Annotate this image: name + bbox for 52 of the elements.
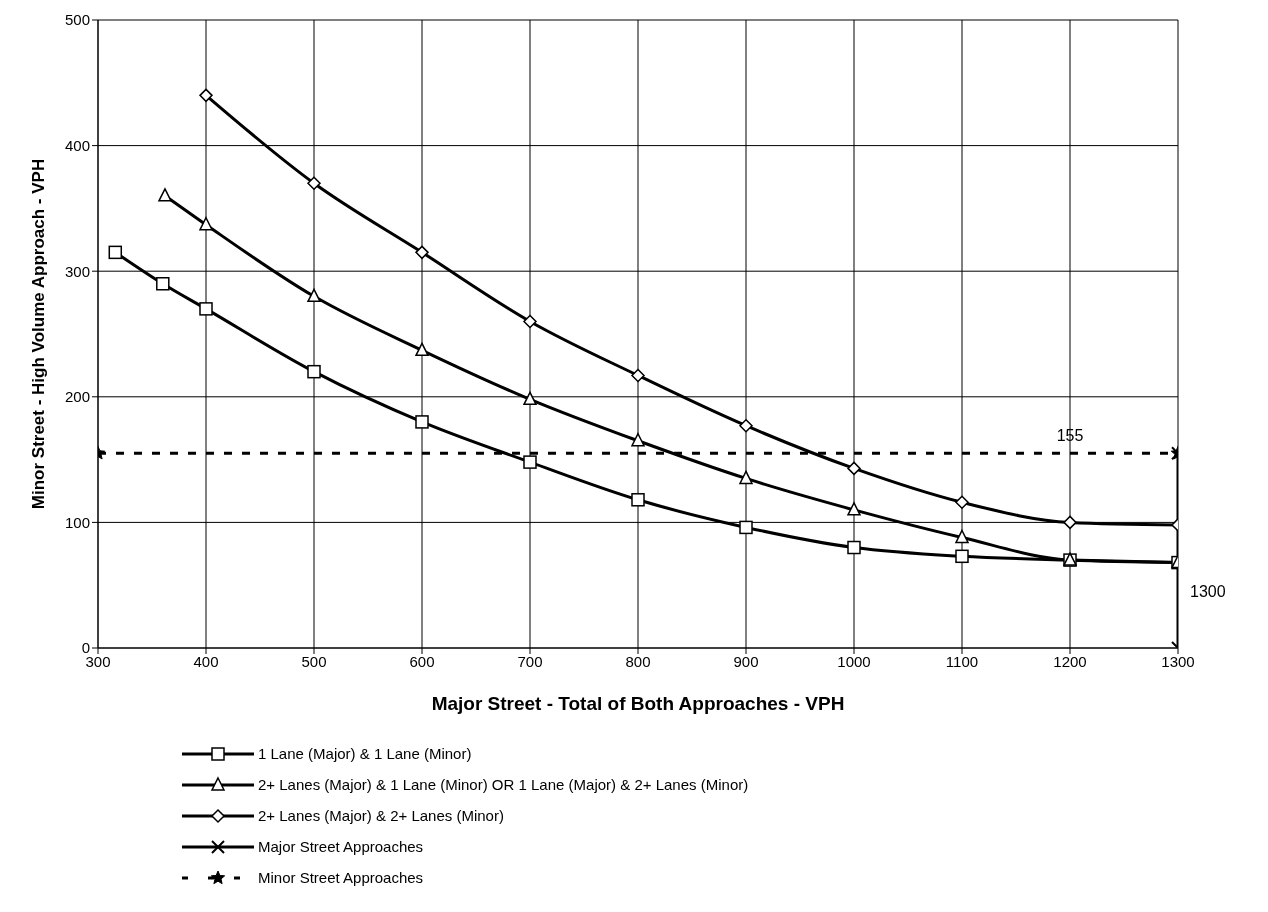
point xyxy=(631,433,645,447)
point xyxy=(955,529,969,544)
point xyxy=(415,415,429,429)
y-tick-label: 200 xyxy=(64,388,90,406)
x-tick-label: 600 xyxy=(409,652,435,670)
point xyxy=(847,461,861,476)
point xyxy=(631,493,645,507)
y-tick-label: 300 xyxy=(64,262,90,280)
legend-label: 2+ Lanes (Major) & 2+ Lanes (Minor) xyxy=(258,807,504,824)
point xyxy=(847,540,861,555)
point xyxy=(108,245,123,260)
x-tick-label: 1200 xyxy=(1053,652,1087,670)
point xyxy=(307,364,321,379)
point xyxy=(415,342,429,357)
x-tick-label: 1000 xyxy=(837,652,871,670)
point xyxy=(1063,515,1077,530)
annotation: 1300 xyxy=(1190,583,1226,601)
point xyxy=(739,418,753,433)
y-tick-label: 400 xyxy=(64,136,90,154)
point xyxy=(199,216,213,231)
point xyxy=(955,495,969,510)
point xyxy=(847,502,861,516)
x-tick-label: 700 xyxy=(517,652,543,670)
point xyxy=(739,520,753,535)
x-axis-title: Major Street - Total of Both Approaches - VPH xyxy=(431,693,845,714)
x-tick-label: 1100 xyxy=(945,652,979,670)
legend-label: 1 Lane (Major) & 1 Lane (Minor) xyxy=(258,745,472,762)
legend-label: Major Street Approaches xyxy=(258,838,424,855)
point xyxy=(523,314,537,329)
x-tick-label: 400 xyxy=(193,652,219,670)
point xyxy=(307,176,321,191)
point xyxy=(523,455,537,469)
x-tick-label: 500 xyxy=(301,652,327,670)
y-axis-title: Minor Street - High Volume Approach - VPH xyxy=(29,158,49,510)
point xyxy=(158,188,172,202)
point xyxy=(631,368,645,383)
x-tick-label: 900 xyxy=(733,652,759,670)
point xyxy=(199,88,213,103)
x-tick-label: 800 xyxy=(625,652,651,670)
y-tick-label: 100 xyxy=(64,513,90,531)
legend-label: Minor Street Approaches xyxy=(258,869,424,886)
legend-label: 2+ Lanes (Major) & 1 Lane (Minor) OR 1 Lane (Major) & 2+ Lanes (Minor) xyxy=(258,776,749,793)
point xyxy=(415,245,429,260)
x-tick-label: 1300 xyxy=(1161,652,1195,670)
point xyxy=(199,302,213,316)
annotation: 155 xyxy=(1056,427,1084,445)
point xyxy=(523,391,537,406)
y-tick-label: 500 xyxy=(64,11,90,29)
point xyxy=(955,549,969,564)
point xyxy=(307,288,321,303)
point xyxy=(739,470,753,485)
point xyxy=(156,277,170,291)
